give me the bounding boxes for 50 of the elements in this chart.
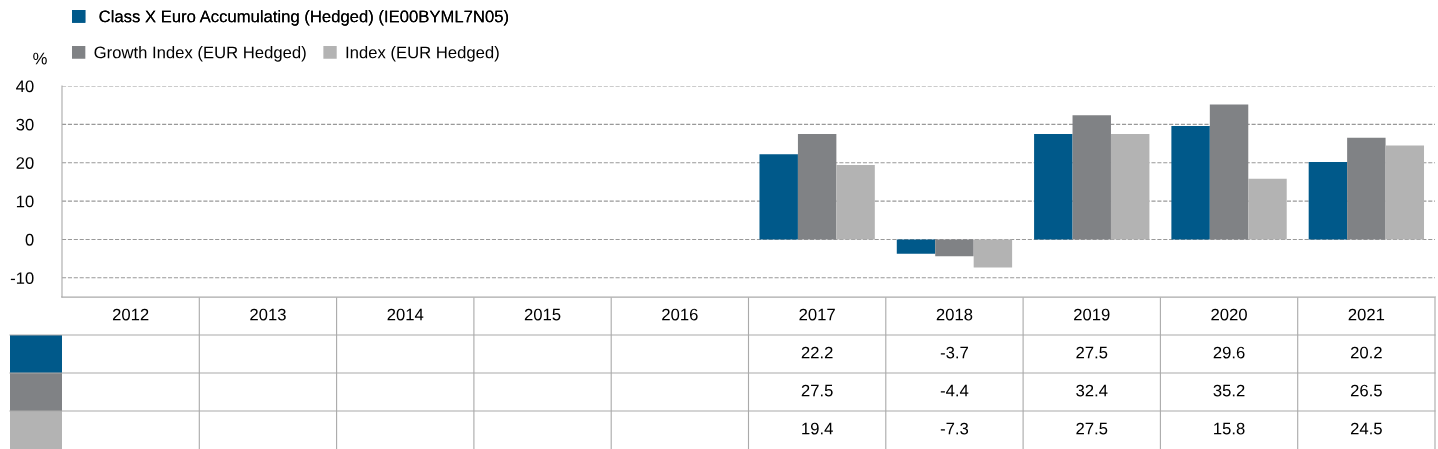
- bar: [759, 154, 798, 240]
- bar: [1171, 125, 1210, 240]
- data-label: 26.5: [1350, 384, 1382, 397]
- y-axis-title: %: [33, 52, 47, 65]
- y-tick-label: -10: [10, 272, 34, 285]
- data-label: 27.5: [801, 384, 833, 397]
- legend-label: Growth Index (EUR Hedged): [94, 46, 306, 62]
- data-label: 27.5: [1076, 422, 1108, 435]
- bar: [896, 239, 936, 254]
- data-label: 15.8: [1214, 422, 1245, 435]
- bar: [1110, 133, 1150, 240]
- bar: [1072, 115, 1111, 240]
- y-tick-label: 40: [16, 80, 34, 93]
- bar: [1347, 137, 1386, 240]
- data-label: 27.5: [1076, 346, 1108, 359]
- x-tick-label: 2013: [250, 308, 286, 321]
- x-tick-label: 2016: [662, 308, 698, 321]
- data-label: -4.4: [940, 384, 969, 397]
- bar: [935, 239, 974, 257]
- bar: [1248, 178, 1287, 240]
- y-tick-label: 20: [16, 157, 34, 169]
- bar: [1034, 133, 1073, 240]
- bar: [797, 133, 837, 240]
- bar: [1385, 145, 1425, 240]
- bar: [1209, 104, 1249, 240]
- x-tick-label: 2014: [387, 308, 424, 321]
- y-tick-label: 30: [16, 118, 34, 131]
- x-tick-label: 2020: [1211, 308, 1247, 321]
- bar: [973, 239, 1013, 268]
- x-tick-label: 2021: [1348, 308, 1385, 321]
- data-label: 35.2: [1213, 384, 1245, 397]
- bar: [1308, 161, 1348, 240]
- y-tick-label: 10: [16, 195, 34, 208]
- legend-label: Index (EUR Hedged): [346, 46, 499, 62]
- x-tick-label: 2017: [799, 308, 835, 321]
- data-label: -7.3: [940, 422, 969, 435]
- x-tick-label: 2018: [936, 308, 973, 321]
- legend-label: Class X Euro Accumulating (Hedged) (IE00BYML7N05): [99, 10, 509, 26]
- data-label: -3.7: [940, 346, 968, 359]
- data-label: 29.6: [1213, 346, 1245, 359]
- x-tick-label: 2019: [1074, 308, 1110, 321]
- data-label: 20.2: [1350, 346, 1382, 359]
- x-tick-label: 2015: [524, 308, 561, 321]
- y-tick-label: 0: [25, 233, 34, 246]
- data-label: 24.5: [1350, 422, 1382, 435]
- data-label: 22.2: [801, 346, 833, 359]
- bar: [836, 165, 875, 240]
- x-tick-label: 2012: [112, 308, 149, 321]
- data-label: 32.4: [1076, 384, 1108, 397]
- data-label: 19.4: [802, 422, 833, 435]
